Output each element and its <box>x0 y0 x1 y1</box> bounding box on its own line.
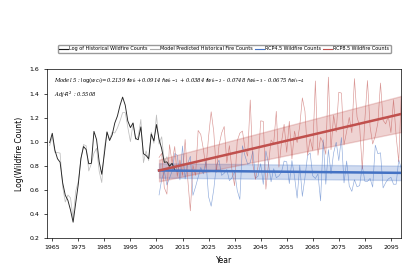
Legend: Log of Historical Wildfire Counts, Model Predicted Historical Fire Counts, RCP4.: Log of Historical Wildfire Counts, Model… <box>58 45 391 53</box>
Text: Model 5 : $\log(wc_t)$=0.2139 $fwi_t$ +0.0914 $fwi_{t-1}$ + 0.0384 $fwi_{t-2}$ -: Model 5 : $\log(wc_t)$=0.2139 $fwi_t$ +0… <box>54 76 305 85</box>
Y-axis label: Log(Wildfire Count): Log(Wildfire Count) <box>15 116 24 191</box>
Text: Adj-$R^2$ : 0.5508: Adj-$R^2$ : 0.5508 <box>54 90 97 100</box>
X-axis label: Year: Year <box>216 256 232 265</box>
